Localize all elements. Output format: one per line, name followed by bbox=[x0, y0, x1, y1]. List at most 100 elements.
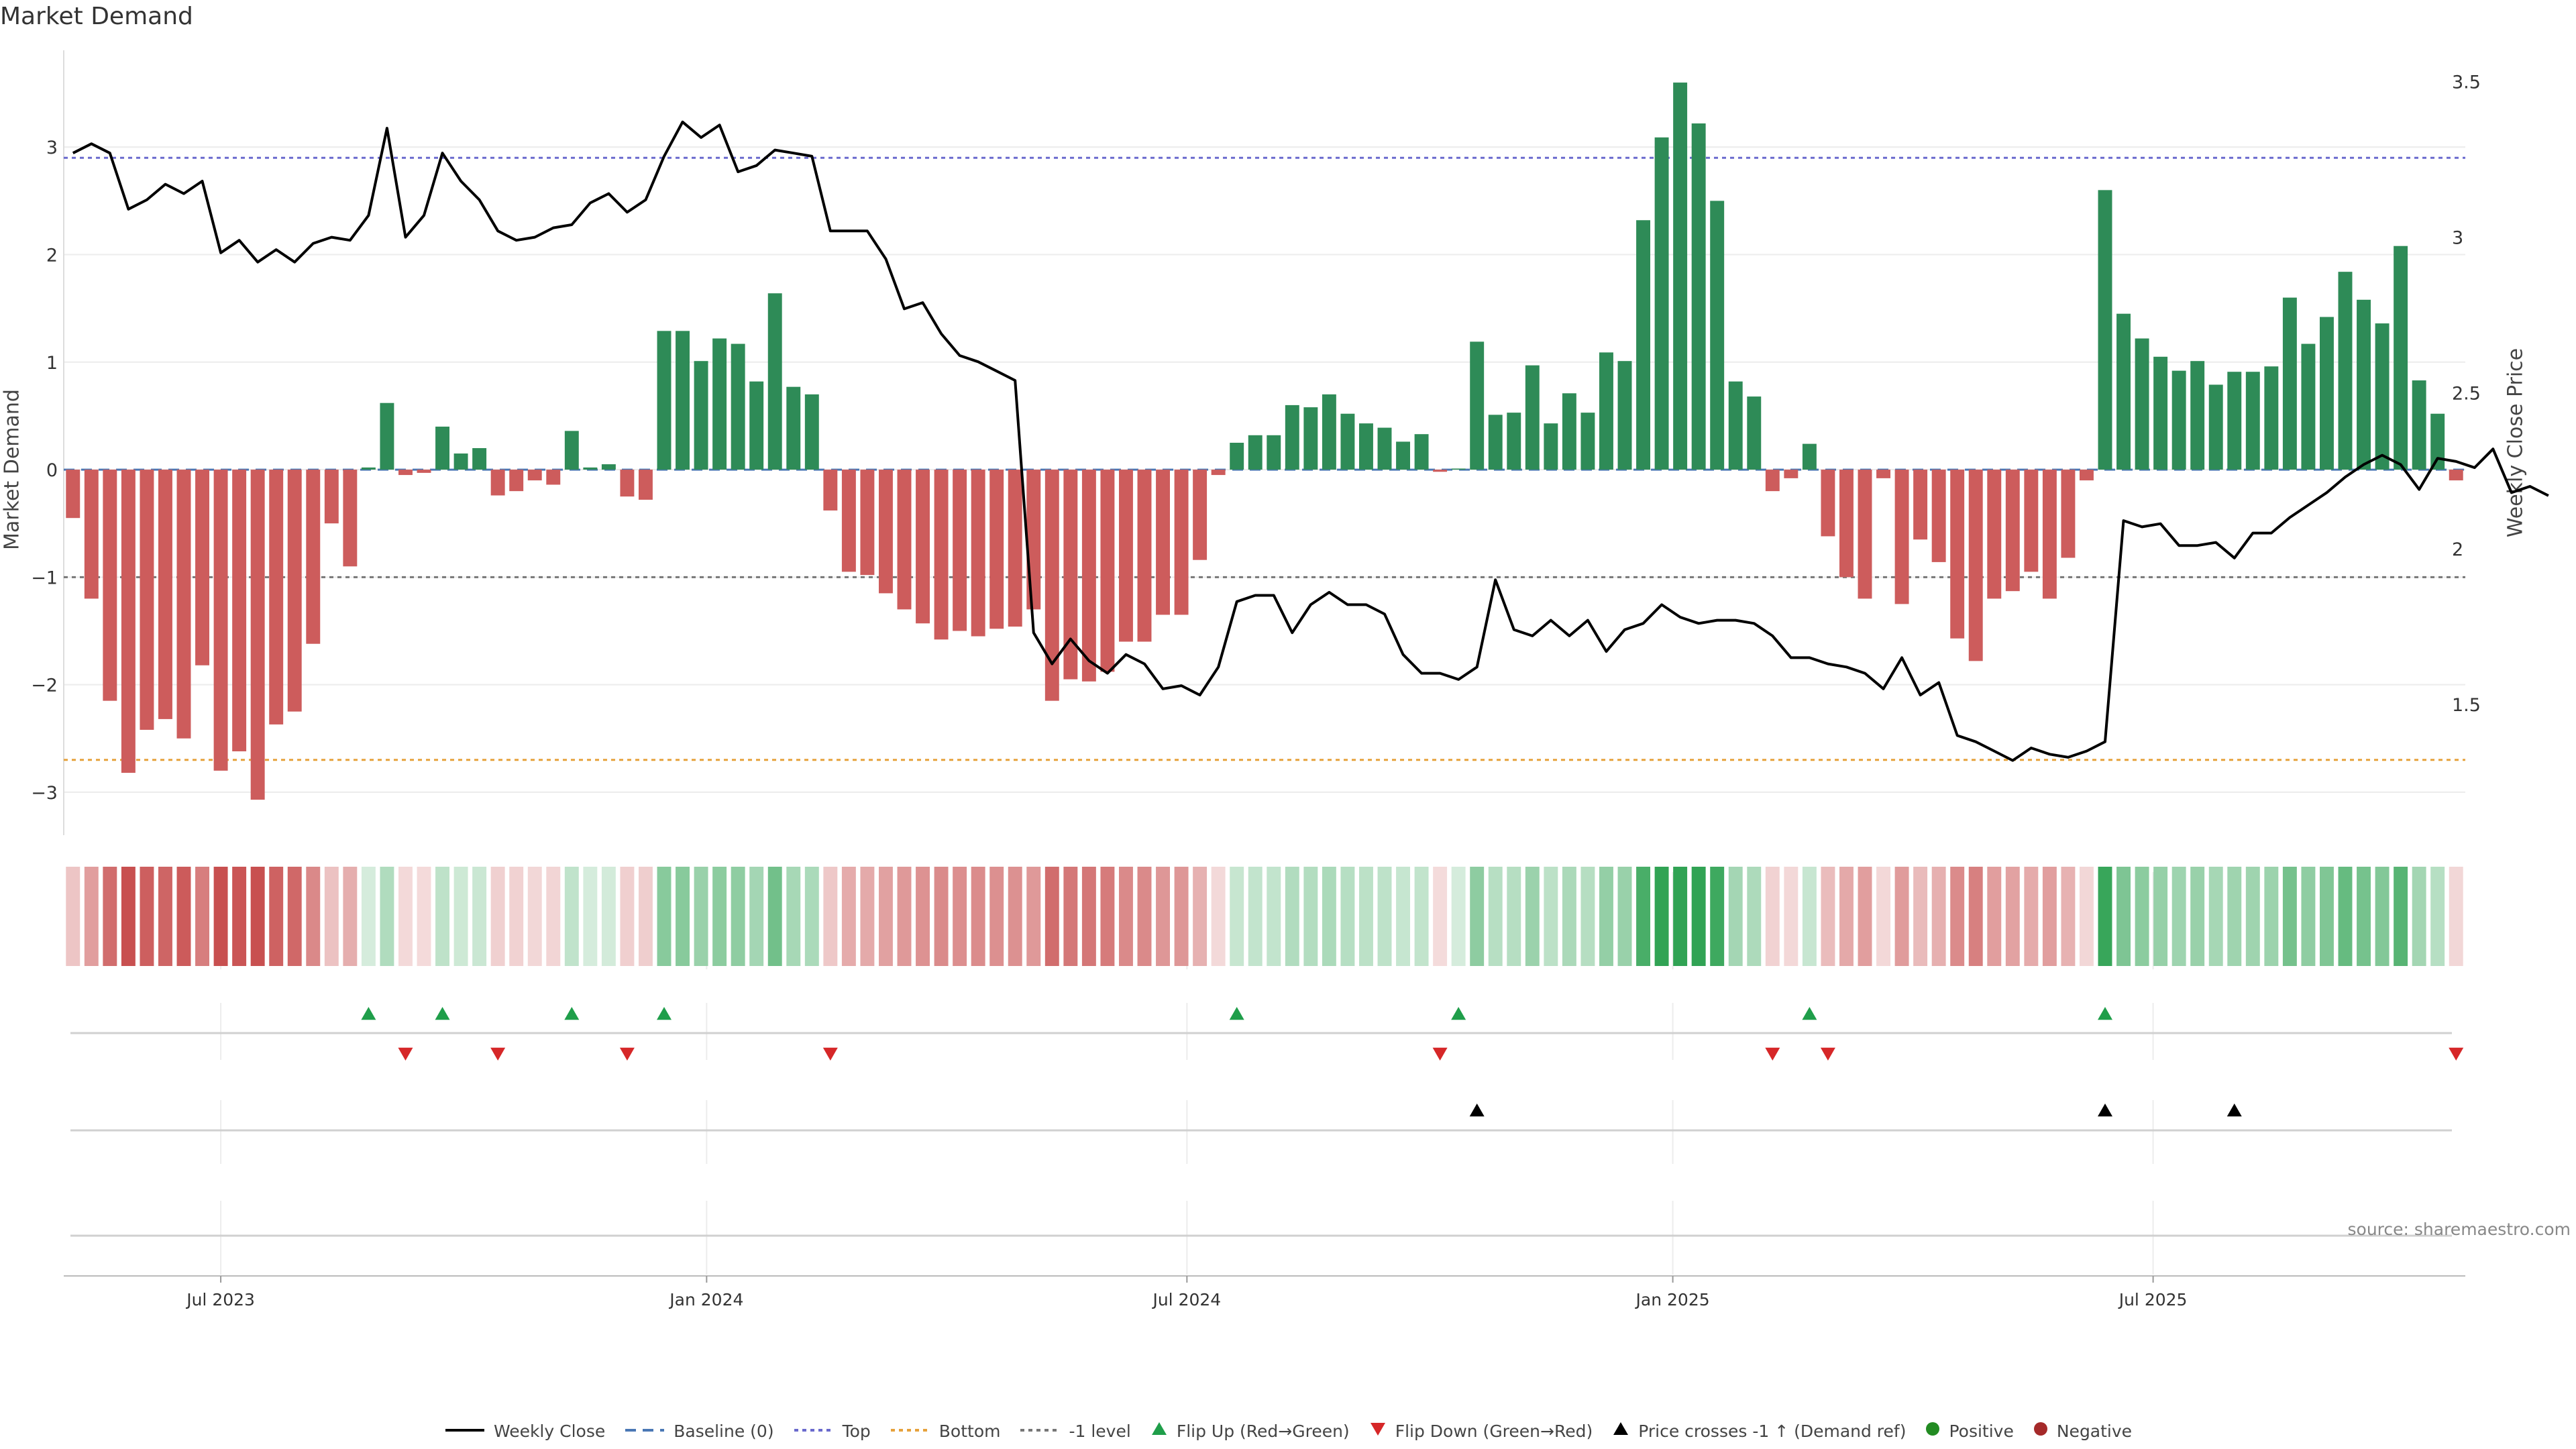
demand-bar bbox=[343, 470, 358, 567]
demand-bar bbox=[860, 470, 875, 576]
demand-bar bbox=[989, 470, 1004, 629]
heat-cell bbox=[601, 867, 616, 966]
x-tick-label: Jul 2025 bbox=[2118, 1290, 2188, 1309]
heat-cell bbox=[1950, 867, 1965, 966]
demand-bar bbox=[2042, 470, 2057, 599]
demand-bar bbox=[2245, 372, 2260, 470]
demand-bar bbox=[1433, 470, 1448, 472]
demand-bar bbox=[823, 470, 838, 511]
heat-cell bbox=[1100, 867, 1115, 966]
heat-cell bbox=[2319, 867, 2334, 966]
legend-label: Negative bbox=[2056, 1421, 2133, 1441]
demand-bar bbox=[2227, 372, 2242, 470]
heat-cell bbox=[1008, 867, 1022, 966]
x-tick-label: Jan 2024 bbox=[668, 1290, 743, 1309]
heat-cell bbox=[472, 867, 487, 966]
y-ticks-left: −3 −2 −1 0 1 2 3 bbox=[31, 138, 58, 804]
heat-cell bbox=[1913, 867, 1928, 966]
heat-cell bbox=[989, 867, 1004, 966]
heat-cell bbox=[1026, 867, 1041, 966]
legend-symbol-icon bbox=[1368, 1421, 1387, 1441]
heat-cell bbox=[916, 867, 930, 966]
demand-bar bbox=[620, 470, 635, 497]
heat-cell bbox=[306, 867, 321, 966]
heat-cell bbox=[2190, 867, 2205, 966]
legend: Weekly Close Baseline (0) Top Bottom -1 leve… bbox=[0, 1421, 2576, 1441]
demand-bar bbox=[2116, 313, 2131, 470]
legend-item: Bottom bbox=[890, 1421, 1000, 1441]
legend-item: Price crosses -1 ↑ (Demand ref) bbox=[1611, 1421, 1906, 1441]
demand-bar bbox=[1174, 470, 1189, 615]
demand-bar bbox=[232, 470, 247, 751]
demand-bar bbox=[1303, 407, 1318, 470]
heat-cell bbox=[2282, 867, 2297, 966]
heat-cell bbox=[232, 867, 247, 966]
demand-bar bbox=[1913, 470, 1928, 540]
heat-cell bbox=[213, 867, 228, 966]
heat-cell bbox=[1303, 867, 1318, 966]
flip-down-marker bbox=[1432, 1047, 1448, 1061]
demand-bar bbox=[1451, 468, 1466, 470]
demand-bar bbox=[1507, 413, 1521, 470]
flip-down-marker bbox=[1765, 1047, 1780, 1061]
heat-cell bbox=[1507, 867, 1521, 966]
heat-cell bbox=[398, 867, 413, 966]
demand-bar bbox=[472, 448, 487, 470]
demand-bar bbox=[1211, 470, 1226, 476]
legend-symbol-icon bbox=[890, 1421, 931, 1441]
heat-cell bbox=[1174, 867, 1189, 966]
price-cross-marker bbox=[2098, 1104, 2112, 1117]
heat-cell bbox=[2116, 867, 2131, 966]
demand-bar bbox=[601, 464, 616, 470]
heat-cell bbox=[749, 867, 764, 966]
legend-label: Flip Up (Red→Green) bbox=[1176, 1421, 1350, 1441]
price-line bbox=[72, 120, 2549, 762]
demand-bar bbox=[1100, 470, 1115, 672]
demand-bar bbox=[916, 470, 930, 624]
demand-bar bbox=[731, 343, 745, 470]
y2-tick-label: 1.5 bbox=[2452, 695, 2481, 716]
demand-bar bbox=[971, 470, 985, 637]
flip-up-marker bbox=[2098, 1007, 2112, 1020]
y-tick-label: 1 bbox=[46, 353, 58, 374]
heat-cell bbox=[1118, 867, 1133, 966]
demand-bar bbox=[213, 470, 228, 771]
heat-cell bbox=[1358, 867, 1373, 966]
legend-item: Baseline (0) bbox=[624, 1421, 774, 1441]
heat-cell bbox=[1876, 867, 1891, 966]
demand-bar bbox=[1894, 470, 1909, 604]
heat-cell bbox=[66, 867, 80, 966]
heat-cell bbox=[1654, 867, 1669, 966]
heat-cell bbox=[1968, 867, 1983, 966]
demand-bar bbox=[103, 470, 117, 701]
demand-bar bbox=[1950, 470, 1965, 639]
demand-bar bbox=[527, 470, 542, 481]
demand-bar bbox=[1765, 470, 1780, 492]
heat-cell bbox=[1617, 867, 1632, 966]
heat-cell bbox=[1063, 867, 1078, 966]
demand-bar bbox=[2098, 190, 2112, 470]
heat-cell bbox=[897, 867, 912, 966]
demand-bar bbox=[841, 470, 856, 572]
heat-cell bbox=[1156, 867, 1171, 966]
heat-cell bbox=[620, 867, 635, 966]
heat-cell bbox=[1858, 867, 1872, 966]
demand-bar bbox=[657, 331, 672, 470]
demand-bar bbox=[1673, 83, 1688, 470]
demand-bar bbox=[509, 470, 524, 492]
signal-rows bbox=[70, 1007, 2464, 1237]
demand-bar bbox=[2394, 246, 2408, 470]
heat-cell bbox=[2024, 867, 2039, 966]
demand-bar bbox=[1525, 365, 1540, 470]
heat-cell bbox=[1987, 867, 2002, 966]
flip-up-marker bbox=[1451, 1007, 1466, 1020]
demand-bar bbox=[1322, 394, 1336, 470]
heat-cell bbox=[1137, 867, 1152, 966]
heat-cell bbox=[2375, 867, 2390, 966]
demand-bar bbox=[2375, 323, 2390, 470]
demand-bar bbox=[2319, 317, 2334, 470]
heat-cell bbox=[509, 867, 524, 966]
y-tick-label: −2 bbox=[31, 676, 58, 696]
demand-bar bbox=[1968, 470, 1983, 661]
heat-cell bbox=[2394, 867, 2408, 966]
